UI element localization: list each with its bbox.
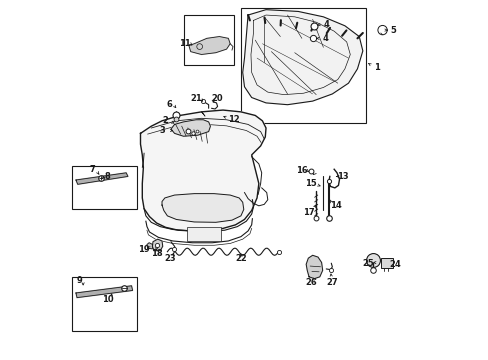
Text: 10: 10 [102,294,114,303]
Bar [187,226,221,241]
Text: 24: 24 [388,261,400,270]
Text: 15: 15 [305,179,316,188]
Polygon shape [162,194,244,222]
Text: 27: 27 [326,278,338,287]
Text: 26: 26 [305,278,316,287]
Text: 16: 16 [295,166,307,175]
Text: 2: 2 [162,116,167,125]
Text: 4: 4 [324,19,329,28]
Text: 14: 14 [330,201,342,210]
Polygon shape [188,37,230,54]
Polygon shape [305,255,322,279]
Bar [241,8,366,123]
Text: 12: 12 [227,114,239,123]
Text: 21: 21 [190,94,202,103]
Text: 7: 7 [89,165,95,174]
Text: 18: 18 [150,249,162,258]
Bar [72,277,137,330]
Polygon shape [152,239,163,251]
Polygon shape [140,110,265,231]
Text: 6: 6 [166,100,172,109]
Text: 5: 5 [390,26,396,35]
Polygon shape [242,10,362,105]
Polygon shape [76,173,128,184]
Text: 9: 9 [77,276,82,285]
Text: 13: 13 [337,172,348,181]
Text: 4: 4 [322,34,328,43]
Text: 20: 20 [211,94,223,103]
Polygon shape [147,243,152,249]
Text: 8: 8 [104,172,110,181]
Polygon shape [171,120,210,136]
Bar [380,258,392,268]
Bar [72,166,137,209]
Bar [183,15,233,65]
Text: 3: 3 [159,126,164,135]
Text: 22: 22 [235,254,246,263]
Text: 19: 19 [137,246,149,255]
Text: 25: 25 [362,259,373,268]
Text: 17: 17 [303,208,314,217]
Text: 11: 11 [179,39,191,48]
Text: 23: 23 [164,255,175,264]
Polygon shape [76,286,132,298]
Text: 1: 1 [373,63,379,72]
